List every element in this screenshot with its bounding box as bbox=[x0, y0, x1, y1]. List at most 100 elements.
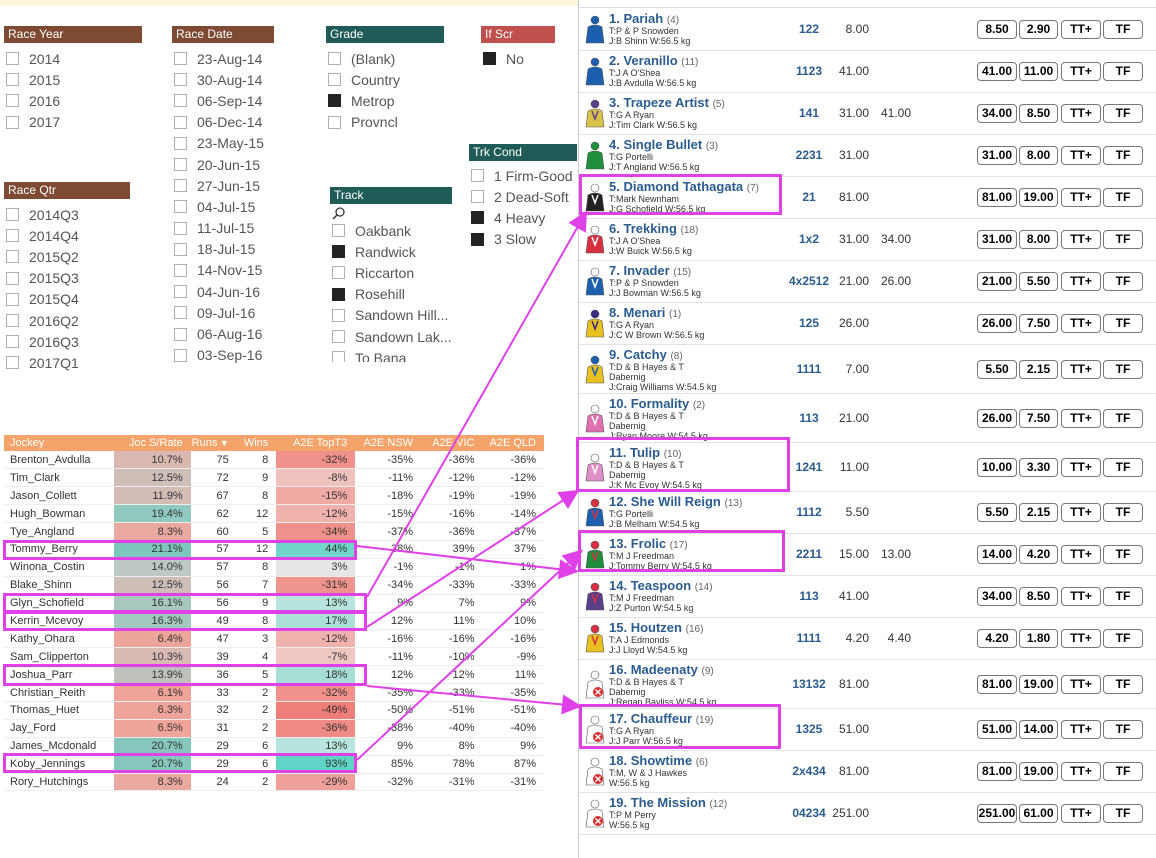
tf-button[interactable]: TF bbox=[1103, 545, 1143, 564]
table-row[interactable]: Jay_Ford 6.5% 31 2 -36% -38% -40% -40% bbox=[4, 719, 544, 738]
checkbox[interactable] bbox=[174, 327, 187, 341]
checkbox[interactable] bbox=[6, 250, 19, 264]
price-button-1[interactable]: 81.00 bbox=[977, 675, 1017, 694]
checkbox[interactable] bbox=[6, 292, 19, 306]
table-row[interactable]: Jason_Collett 11.9% 67 8 -15% -18% -19% -19% bbox=[4, 486, 544, 506]
checkbox[interactable] bbox=[332, 224, 345, 238]
tt-plus-button[interactable]: TT+ bbox=[1061, 629, 1101, 648]
tt-plus-button[interactable]: TT+ bbox=[1061, 503, 1101, 522]
table-row[interactable]: Rory_Hutchings 8.3% 24 2 -29% -32% -31% -31% bbox=[4, 773, 544, 792]
grade-item-metrop[interactable]: Metrop bbox=[326, 90, 444, 111]
runner-name[interactable]: 7. Invader (15) bbox=[609, 263, 691, 278]
tt-plus-button[interactable]: TT+ bbox=[1061, 360, 1101, 379]
table-row[interactable]: Christian_Reith 6.1% 33 2 -32% -35% -33% -35% bbox=[4, 683, 544, 702]
race-date-item-23-aug-14[interactable]: 23-Aug-14 bbox=[172, 48, 274, 69]
price-button-2[interactable]: 8.00 bbox=[1019, 230, 1058, 249]
price-button-2[interactable]: 7.50 bbox=[1019, 314, 1058, 333]
grade-item-provncl[interactable]: Provncl bbox=[326, 112, 444, 133]
tt-plus-button[interactable]: TT+ bbox=[1061, 20, 1101, 39]
checkbox[interactable] bbox=[328, 94, 341, 108]
tt-plus-button[interactable]: TT+ bbox=[1061, 762, 1101, 781]
runner-row[interactable]: 2. Veranillo (11) T:J A O'Shea J:B Avdulla… bbox=[579, 51, 1156, 93]
checkbox[interactable] bbox=[174, 306, 187, 320]
price-button-2[interactable]: 1.80 bbox=[1019, 629, 1058, 648]
runner-name[interactable]: 11. Tulip (10) bbox=[609, 445, 682, 460]
race-date-item-09-jul-16[interactable]: 09-Jul-16 bbox=[172, 302, 274, 323]
checkbox[interactable] bbox=[332, 287, 345, 301]
race-year-item-2015[interactable]: 2015 bbox=[4, 69, 142, 90]
price-button-2[interactable]: 3.30 bbox=[1019, 458, 1058, 477]
grade-item-blank[interactable]: (Blank) bbox=[326, 48, 444, 69]
col-header-jockey[interactable]: Jockey bbox=[4, 435, 114, 451]
runner-name[interactable]: 8. Menari (1) bbox=[609, 305, 681, 320]
tt-plus-button[interactable]: TT+ bbox=[1061, 458, 1101, 477]
tf-button[interactable]: TF bbox=[1103, 360, 1143, 379]
price-button-1[interactable]: 5.50 bbox=[977, 360, 1017, 379]
price-button-1[interactable]: 41.00 bbox=[977, 62, 1017, 81]
price-button-1[interactable]: 10.00 bbox=[977, 458, 1017, 477]
runner-row[interactable]: 15. Houtzen (16) T:A J Edmonds J:J Lloyd W… bbox=[579, 618, 1156, 660]
tf-button[interactable]: TF bbox=[1103, 104, 1143, 123]
checkbox[interactable] bbox=[174, 242, 187, 256]
race-qtr-item-2014q4[interactable]: 2014Q4 bbox=[4, 225, 130, 246]
col-header-joc-s-rate[interactable]: Joc S/Rate bbox=[113, 435, 191, 451]
checkbox[interactable] bbox=[6, 52, 19, 66]
price-button-1[interactable]: 31.00 bbox=[977, 230, 1017, 249]
checkbox[interactable] bbox=[332, 330, 345, 344]
race-date-item-06-dec-14[interactable]: 06-Dec-14 bbox=[172, 112, 274, 133]
runner-name[interactable]: 14. Teaspoon (14) bbox=[609, 578, 713, 593]
race-date-item-04-jun-16[interactable]: 04-Jun-16 bbox=[172, 281, 274, 302]
tt-plus-button[interactable]: TT+ bbox=[1061, 146, 1101, 165]
runner-row[interactable]: 18. Showtime (6) T:M, W & J Hawkes W:56.5 … bbox=[579, 751, 1156, 793]
race-year-item-2014[interactable]: 2014 bbox=[4, 48, 142, 69]
runner-row[interactable]: 9. Catchy (8) T:D & B Hayes & T Dabernig J:… bbox=[579, 345, 1156, 394]
price-button-2[interactable]: 5.50 bbox=[1019, 272, 1058, 291]
tf-button[interactable]: TF bbox=[1103, 762, 1143, 781]
table-row[interactable]: Winona_Costin 14.0% 57 8 3% -1% -1% 1% bbox=[4, 558, 544, 577]
race-date-item-23-may-15[interactable]: 23-May-15 bbox=[172, 133, 274, 154]
price-button-1[interactable]: 34.00 bbox=[977, 104, 1017, 123]
runner-name[interactable]: 5. Diamond Tathagata (7) bbox=[609, 179, 759, 194]
price-button-2[interactable]: 4.20 bbox=[1019, 545, 1058, 564]
price-button-2[interactable]: 7.50 bbox=[1019, 409, 1058, 428]
col-header-wins[interactable]: Wins bbox=[236, 435, 277, 451]
tf-button[interactable]: TF bbox=[1103, 20, 1143, 39]
runner-row[interactable]: 14. Teaspoon (14) T:M J Freedman J:Z Purto… bbox=[579, 576, 1156, 618]
checkbox[interactable] bbox=[471, 169, 484, 183]
tf-button[interactable]: TF bbox=[1103, 146, 1143, 165]
price-button-2[interactable]: 14.00 bbox=[1019, 720, 1058, 739]
track-item-riccarton[interactable]: Riccarton bbox=[330, 262, 452, 283]
table-row[interactable]: Tim_Clark 12.5% 72 9 -8% -11% -12% -12% bbox=[4, 468, 544, 488]
price-button-2[interactable]: 19.00 bbox=[1019, 188, 1058, 207]
tf-button[interactable]: TF bbox=[1103, 314, 1143, 333]
price-button-1[interactable]: 51.00 bbox=[977, 720, 1017, 739]
race-qtr-item-2015q2[interactable]: 2015Q2 bbox=[4, 246, 130, 267]
runner-row[interactable]: 10. Formality (2) T:D & B Hayes & T Dabern… bbox=[579, 394, 1156, 443]
trk-cond-item-4-heavy[interactable]: 4 Heavy bbox=[469, 207, 577, 228]
track-item-rosehill[interactable]: Rosehill bbox=[330, 284, 452, 305]
checkbox[interactable] bbox=[328, 115, 341, 129]
race-qtr-item-2014q3[interactable]: 2014Q3 bbox=[4, 204, 130, 225]
table-row[interactable]: Glyn_Schofield 16.1% 56 9 13% 9% 7% 9% bbox=[4, 594, 544, 613]
race-date-item-18-jul-15[interactable]: 18-Jul-15 bbox=[172, 239, 274, 260]
table-row[interactable]: Koby_Jennings 20.7% 29 6 93% 85% 78% 87% bbox=[4, 755, 544, 774]
price-button-1[interactable]: 5.50 bbox=[977, 503, 1017, 522]
table-row[interactable]: Blake_Shinn 12.5% 56 7 -31% -34% -33% -33% bbox=[4, 576, 544, 595]
race-qtr-item-2015q4[interactable]: 2015Q4 bbox=[4, 289, 130, 310]
tf-button[interactable]: TF bbox=[1103, 272, 1143, 291]
track-item-to-bana[interactable]: To Bana bbox=[330, 347, 452, 362]
runner-name[interactable]: 1. Pariah (4) bbox=[609, 11, 679, 26]
tt-plus-button[interactable]: TT+ bbox=[1061, 804, 1101, 823]
tt-plus-button[interactable]: TT+ bbox=[1061, 587, 1101, 606]
checkbox[interactable] bbox=[174, 285, 187, 299]
checkbox[interactable] bbox=[174, 200, 187, 214]
checkbox[interactable] bbox=[6, 356, 19, 370]
tt-plus-button[interactable]: TT+ bbox=[1061, 272, 1101, 291]
price-button-1[interactable]: 31.00 bbox=[977, 146, 1017, 165]
runner-name[interactable]: 18. Showtime (6) bbox=[609, 753, 708, 768]
table-row[interactable]: Tye_Angland 8.3% 60 5 -34% -37% -36% -37% bbox=[4, 522, 544, 541]
tf-button[interactable]: TF bbox=[1103, 409, 1143, 428]
price-button-2[interactable]: 8.00 bbox=[1019, 146, 1058, 165]
trk-cond-item-1-firm-good[interactable]: 1 Firm-Good bbox=[469, 165, 577, 186]
tf-button[interactable]: TF bbox=[1103, 804, 1143, 823]
